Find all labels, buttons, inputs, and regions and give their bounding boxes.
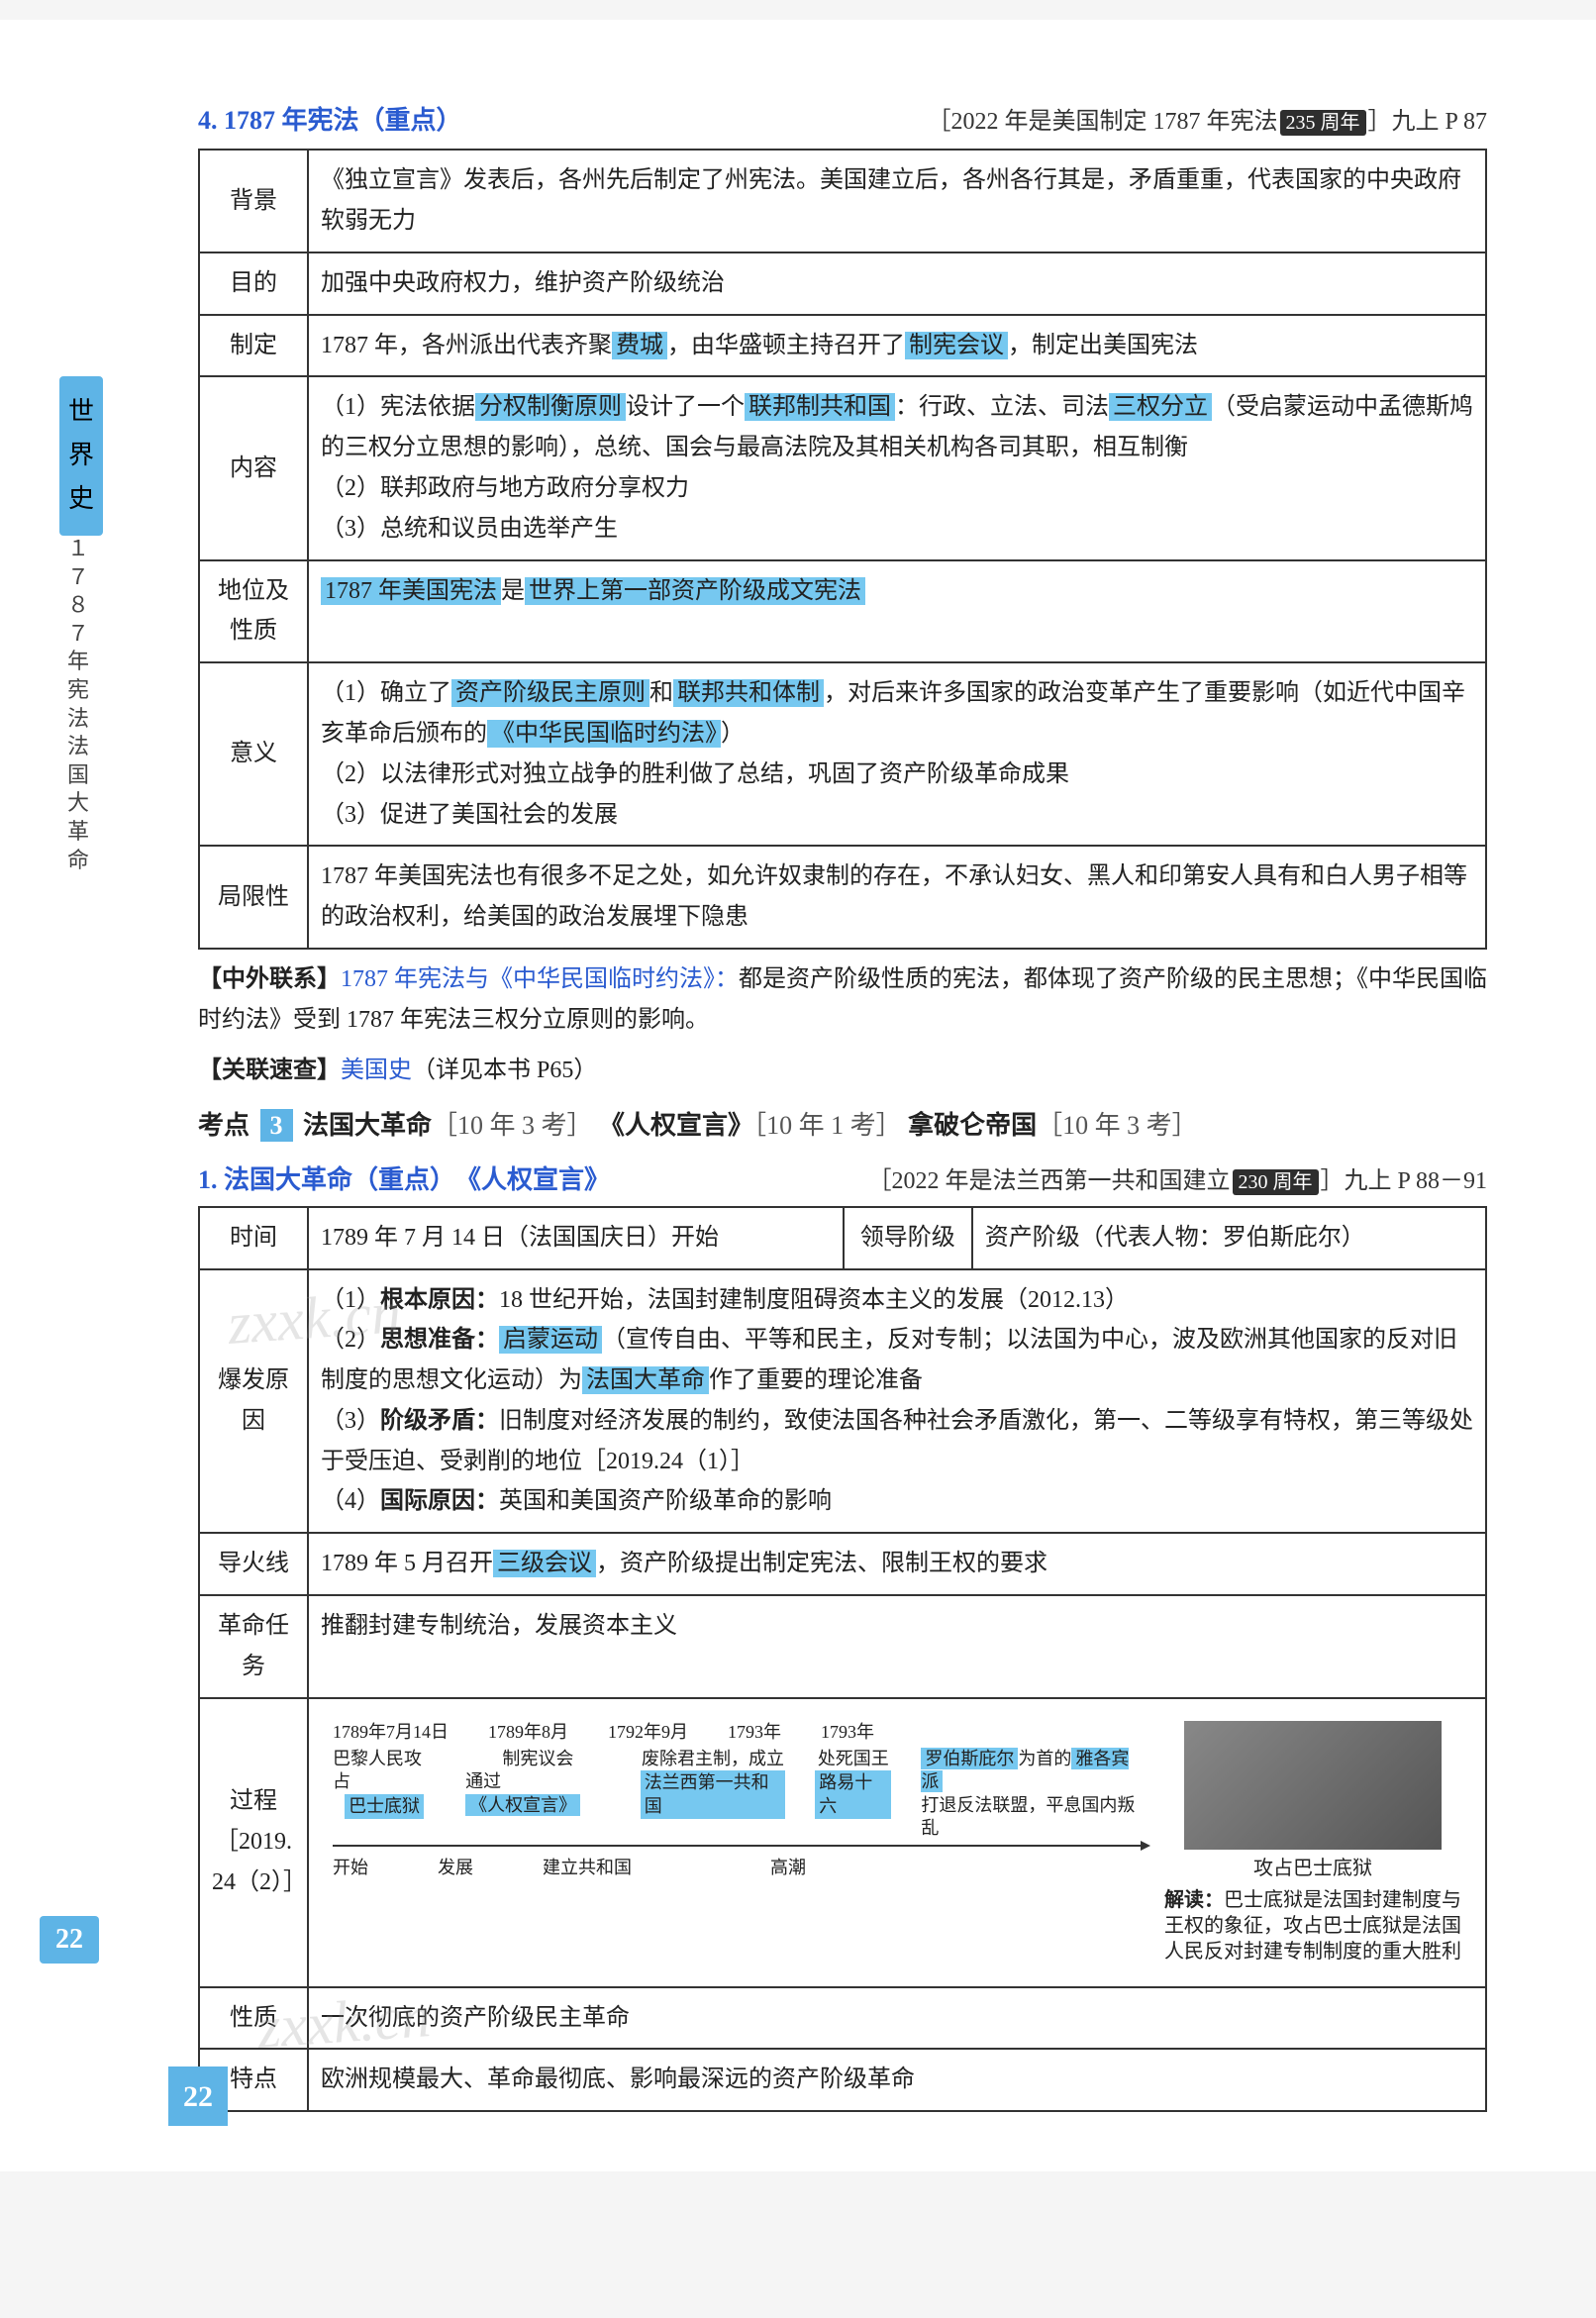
table-row: 目的 加强中央政府权力，维护资产阶级统治 — [199, 252, 1486, 315]
timeline-axis — [333, 1845, 1145, 1847]
row-label: 时间 — [199, 1207, 308, 1269]
table-1787-constitution: 背景 《独立宣言》发表后，各州先后制定了州宪法。美国建立后，各州各行其是，矛盾重… — [198, 149, 1487, 950]
row-content: 加强中央政府权力，维护资产阶级统治 — [308, 252, 1486, 315]
page: 世界史 １７８７年宪法 法国大革命 22 22 zxxk.cn zxxk.cn … — [0, 20, 1596, 2171]
row-label: 意义 — [199, 662, 308, 846]
table-row: 特点 欧洲规模最大、革命最彻底、影响最深远的资产阶级革命 — [199, 2049, 1486, 2111]
image-caption: 攻占巴士底狱 — [1164, 1856, 1461, 1881]
table-row: 性质 一次彻底的资产阶级民主革命 — [199, 1987, 1486, 2050]
row-label: 过程［2019. 24（2）］ — [199, 1698, 308, 1987]
row-content: 一次彻底的资产阶级民主革命 — [308, 1987, 1486, 2050]
row-label: 目的 — [199, 252, 308, 315]
table-row: 局限性 1787 年美国宪法也有很多不足之处，如允许奴隶制的存在，不承认妇女、黑… — [199, 846, 1486, 949]
footer-page-number: 22 — [168, 2066, 228, 2126]
side-tab: 世界史 — [59, 376, 103, 536]
row-content: （1）根本原因：18 世纪开始，法国封建制度阻碍资本主义的发展（2012.13）… — [308, 1269, 1486, 1534]
row-content: 欧洲规模最大、革命最彻底、影响最深远的资产阶级革命 — [308, 2049, 1486, 2111]
section2-right-note: ［2022 年是法兰西第一共和国建立230 周年］九上 P 88－91 — [868, 1161, 1487, 1202]
row-label: 制定 — [199, 315, 308, 377]
kaodian-heading: 考点 3 法国大革命［10 年 3 考］ 《人权宣言》［10 年 1 考］ 拿破… — [198, 1104, 1487, 1148]
row-label: 局限性 — [199, 846, 308, 949]
row-label: 爆发原因 — [199, 1269, 308, 1534]
row-content: （1）确立了资产阶级民主原则和联邦共和体制，对后来许多国家的政治变革产生了重要影… — [308, 662, 1486, 846]
row-label: 性质 — [199, 1987, 308, 2050]
row-content: 《独立宣言》发表后，各州先后制定了州宪法。美国建立后，各州各行其是，矛盾重重，代… — [308, 150, 1486, 252]
table-row: 时间 1789 年 7 月 14 日（法国国庆日）开始 领导阶级 资产阶级（代表… — [199, 1207, 1486, 1269]
row-label: 背景 — [199, 150, 308, 252]
table-row: 制定 1787 年，各州派出代表齐聚费城，由华盛顿主持召开了制宪会议，制定出美国… — [199, 315, 1486, 377]
section2-title: 法国大革命（重点） 《人权宣言》 — [224, 1165, 610, 1194]
table-row: 革命任务 推翻封建专制统治，发展资本主义 — [199, 1595, 1486, 1698]
row-content: 推翻封建专制统治，发展资本主义 — [308, 1595, 1486, 1698]
table-row: 爆发原因 （1）根本原因：18 世纪开始，法国封建制度阻碍资本主义的发展（201… — [199, 1269, 1486, 1534]
section1-heading: 4. 1787 年宪法（重点） ［2022 年是美国制定 1787 年宪法235… — [198, 99, 1487, 143]
row-label: 内容 — [199, 376, 308, 559]
note-zhongwai: 【中外联系】1787 年宪法与《中华民国临时约法》：都是资产阶级性质的宪法，都体… — [198, 959, 1487, 1041]
side-vertical-text: １７８７年宪法 法国大革命 — [67, 535, 93, 874]
section1-num: 4. — [198, 106, 218, 135]
side-page-number: 22 — [40, 1916, 99, 1964]
row-content: 1787 年美国宪法是世界上第一部资产阶级成文宪法 — [308, 560, 1486, 663]
section2-heading: 1. 法国大革命（重点） 《人权宣言》 ［2022 年是法兰西第一共和国建立23… — [198, 1159, 1487, 1202]
row-content: （1）宪法依据分权制衡原则设计了一个联邦制共和国：行政、立法、司法三权分立（受启… — [308, 376, 1486, 559]
table-row: 内容 （1）宪法依据分权制衡原则设计了一个联邦制共和国：行政、立法、司法三权分立… — [199, 376, 1486, 559]
row-content: 资产阶级（代表人物：罗伯斯庇尔） — [972, 1207, 1486, 1269]
timeline-cell: 1789年7月14日 1789年8月 1792年9月 1793年 1793年 巴… — [308, 1698, 1486, 1987]
row-content: 1787 年，各州派出代表齐聚费城，由华盛顿主持召开了制宪会议，制定出美国宪法 — [308, 315, 1486, 377]
row-content: 1789 年 7 月 14 日（法国国庆日）开始 — [308, 1207, 844, 1269]
bastille-image — [1184, 1721, 1442, 1850]
kaodian-number: 3 — [260, 1109, 293, 1142]
section2-num: 1. — [198, 1165, 218, 1194]
row-label: 地位及性质 — [199, 560, 308, 663]
table-row: 地位及性质 1787 年美国宪法是世界上第一部资产阶级成文宪法 — [199, 560, 1486, 663]
row-label: 领导阶级 — [844, 1207, 972, 1269]
timeline: 1789年7月14日 1789年8月 1792年9月 1793年 1793年 巴… — [333, 1721, 1145, 1965]
table-row: 导火线 1789 年 5 月召开三级会议，资产阶级提出制定宪法、限制王权的要求 — [199, 1533, 1486, 1595]
section1-title: 1787 年宪法（重点） — [224, 106, 462, 135]
note-guanlian: 【关联速查】美国史（详见本书 P65） — [198, 1051, 1487, 1091]
row-content: 1787 年美国宪法也有很多不足之处，如允许奴隶制的存在，不承认妇女、黑人和印第… — [308, 846, 1486, 949]
row-content: 1789 年 5 月召开三级会议，资产阶级提出制定宪法、限制王权的要求 — [308, 1533, 1486, 1595]
row-label: 导火线 — [199, 1533, 308, 1595]
table-row: 过程［2019. 24（2）］ 1789年7月14日 1789年8月 1792年… — [199, 1698, 1486, 1987]
timeline-image-box: 攻占巴士底狱 解读：巴士底狱是法国封建制度与王权的象征，攻占巴士底狱是法国人民反… — [1164, 1721, 1461, 1965]
row-label: 革命任务 — [199, 1595, 308, 1698]
table-french-revolution: 时间 1789 年 7 月 14 日（法国国庆日）开始 领导阶级 资产阶级（代表… — [198, 1206, 1487, 2113]
table-row: 背景 《独立宣言》发表后，各州先后制定了州宪法。美国建立后，各州各行其是，矛盾重… — [199, 150, 1486, 252]
table-row: 意义 （1）确立了资产阶级民主原则和联邦共和体制，对后来许多国家的政治变革产生了… — [199, 662, 1486, 846]
section1-right-note: ［2022 年是美国制定 1787 年宪法235 周年］九上 P 87 — [928, 102, 1487, 143]
